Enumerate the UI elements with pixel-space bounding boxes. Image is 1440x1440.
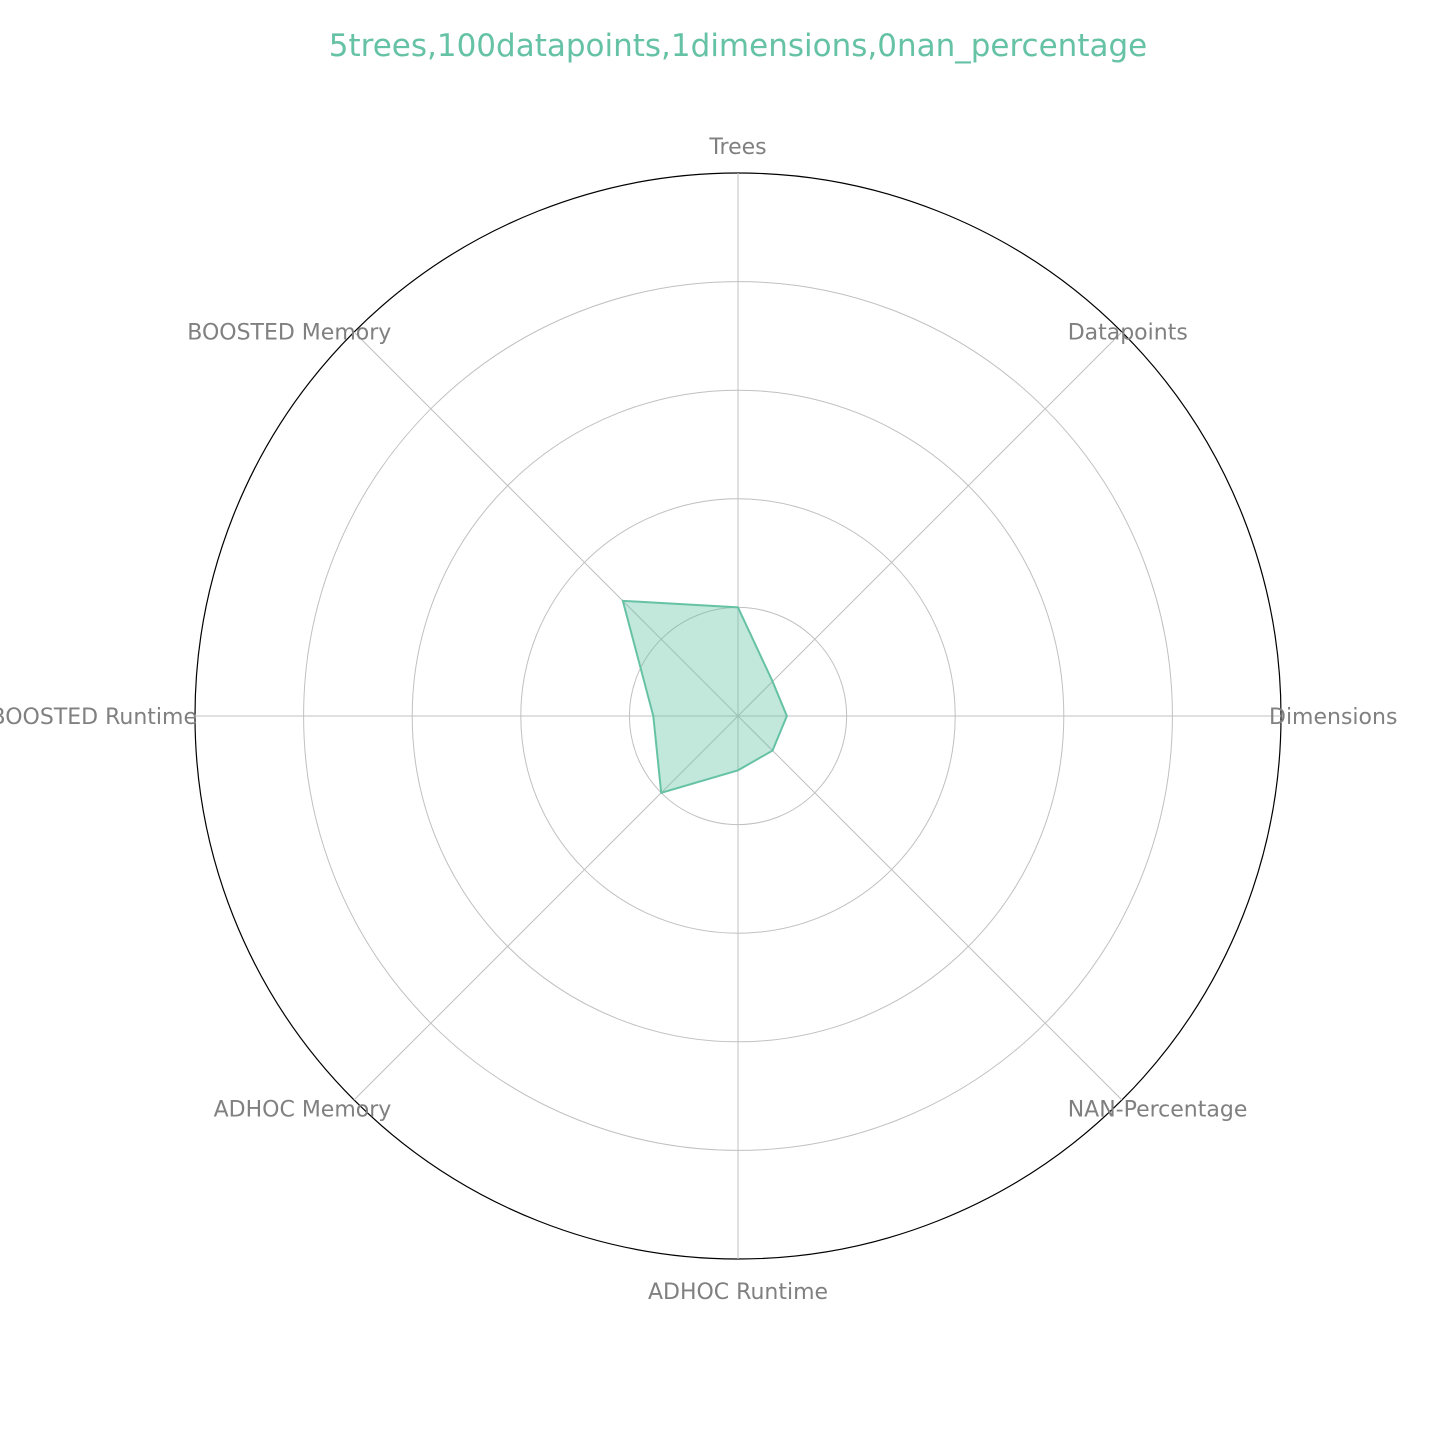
axis-label-dimensions: Dimensions (1269, 705, 1397, 730)
chart-title: 5trees,100datapoints,1dimensions,0nan_pe… (328, 28, 1148, 64)
axis-label-trees: Trees (708, 135, 766, 160)
radar-spoke (353, 715, 739, 1101)
axis-label-adhoc-memory: ADHOC Memory (214, 1098, 392, 1123)
axis-label-nan-percentage: NAN-Percentage (1068, 1098, 1248, 1123)
radar-series-fill (622, 600, 787, 793)
radar-series (621, 599, 788, 795)
axis-label-boosted-memory: BOOSTED Memory (187, 320, 391, 345)
radar-axis-labels: Trees Datapoints Dimensions NAN-Percentage A… (0, 135, 1397, 1305)
axis-label-datapoints: Datapoints (1068, 320, 1188, 345)
axis-label-boosted-runtime: BOOSTED Runtime (0, 705, 197, 730)
radar-spoke (737, 331, 1123, 717)
radar-spokes (195, 173, 1281, 1259)
axis-label-adhoc-runtime: ADHOC Runtime (648, 1280, 828, 1305)
radar-spoke (353, 331, 739, 717)
radar-spoke (737, 715, 1123, 1101)
